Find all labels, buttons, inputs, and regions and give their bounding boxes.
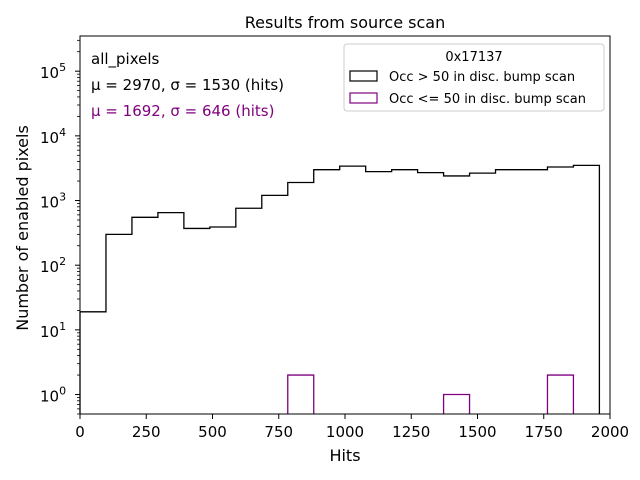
series-high-bin-17 [521, 170, 547, 414]
series-high-bin-6 [236, 208, 262, 414]
series-low-bin-8 [287, 374, 315, 414]
series-high-bin-7 [262, 195, 288, 414]
series-high-bin-8 [288, 182, 314, 414]
series-high-bin-16 [496, 170, 522, 414]
chart-title: Results from source scan [245, 13, 445, 32]
y-tick-label-10000: 104 [40, 126, 66, 147]
series-high-bin-0 [80, 312, 106, 414]
x-tick-label-1750: 1750 [525, 423, 563, 441]
x-axis: 0 250 500 750 1000 1250 1500 1750 2000 [75, 414, 629, 441]
legend-title: 0x17137 [445, 50, 502, 65]
series-high-bin-10 [340, 166, 366, 414]
legend: 0x17137 Occ > 50 in disc. bump scan Occ … [343, 43, 605, 112]
y-tick-label-100: 102 [40, 255, 66, 276]
y-tick-label-10: 101 [40, 320, 66, 341]
series-high-bin-1 [106, 234, 132, 414]
series-high-bin-9 [314, 170, 340, 414]
series-low-bin-14 [442, 393, 471, 414]
series-high-bin-15 [470, 173, 496, 414]
x-tick-label-500: 500 [198, 423, 227, 441]
x-tick-label-1250: 1250 [392, 423, 430, 441]
legend-label-high: Occ > 50 in disc. bump scan [389, 70, 575, 85]
series-high-bin-3 [158, 213, 184, 414]
x-tick-label-250: 250 [132, 423, 161, 441]
series-high-bin-5 [210, 227, 236, 414]
series-high-outline [79, 164, 601, 414]
series-high-bin-19 [573, 165, 599, 414]
series-high-bin-14 [444, 176, 470, 414]
annotation-stats-low: μ = 1692, σ = 646 (hits) [91, 102, 274, 120]
x-axis-label: Hits [329, 446, 360, 465]
series-high-bin-13 [418, 173, 444, 414]
legend-swatch-low [349, 92, 378, 104]
legend-label-low: Occ <= 50 in disc. bump scan [389, 92, 586, 107]
legend-box [343, 43, 605, 112]
x-tick-label-1500: 1500 [458, 423, 496, 441]
y-tick-label-1: 100 [40, 385, 66, 406]
x-tick-label-2000: 2000 [591, 423, 629, 441]
series-high-bin-2 [132, 217, 158, 414]
x-tick-label-1000: 1000 [326, 423, 364, 441]
y-tick-label-1000: 103 [40, 191, 66, 212]
annotation-stats-all: μ = 2970, σ = 1530 (hits) [91, 76, 284, 94]
series-high-bin-12 [392, 170, 418, 414]
series-high-bin-4 [184, 228, 210, 414]
y-tick-label-100000: 105 [40, 61, 66, 82]
y-axis-label: Number of enabled pixels [13, 125, 32, 331]
y-axis: 100 101 102 103 104 105 [40, 39, 80, 415]
annotation-dataset: all_pixels [91, 50, 160, 69]
legend-swatch-high [349, 70, 378, 82]
series-low-bin-18 [546, 374, 575, 414]
x-tick-label-750: 750 [264, 423, 293, 441]
x-tick-label-0: 0 [75, 423, 85, 441]
series-high-bin-18 [547, 167, 573, 414]
series-high-bin-11 [366, 172, 392, 414]
